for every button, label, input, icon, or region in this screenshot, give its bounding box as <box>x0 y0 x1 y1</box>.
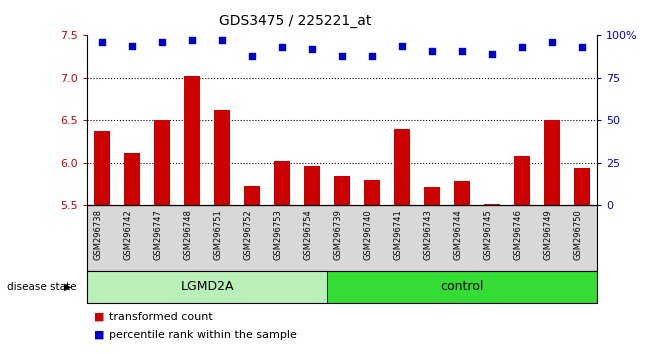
Text: LGMD2A: LGMD2A <box>180 280 234 293</box>
Point <box>397 43 407 48</box>
Point <box>307 46 317 52</box>
Bar <box>124 153 140 205</box>
Text: GSM296750: GSM296750 <box>573 209 582 259</box>
Text: GSM296753: GSM296753 <box>273 209 282 260</box>
Text: GSM296748: GSM296748 <box>183 209 192 260</box>
Bar <box>274 161 291 205</box>
Text: GSM296738: GSM296738 <box>93 209 102 260</box>
Text: GSM296754: GSM296754 <box>303 209 312 259</box>
Bar <box>574 168 590 205</box>
Bar <box>214 110 230 205</box>
Text: GSM296744: GSM296744 <box>453 209 462 259</box>
Point <box>97 39 107 45</box>
Bar <box>334 176 350 205</box>
Text: percentile rank within the sample: percentile rank within the sample <box>109 330 297 339</box>
Text: GSM296749: GSM296749 <box>544 209 552 259</box>
Text: GSM296745: GSM296745 <box>483 209 493 259</box>
Point <box>157 39 168 45</box>
Point <box>337 53 348 59</box>
Bar <box>424 187 440 205</box>
Text: GSM296752: GSM296752 <box>243 209 252 259</box>
Text: control: control <box>441 280 484 293</box>
Text: GSM296746: GSM296746 <box>513 209 522 260</box>
Bar <box>304 166 321 205</box>
Point <box>517 45 527 50</box>
Bar <box>154 120 170 205</box>
Text: GSM296751: GSM296751 <box>213 209 222 259</box>
Text: GSM296741: GSM296741 <box>393 209 402 259</box>
Point <box>187 38 197 43</box>
Bar <box>184 76 201 205</box>
Text: GSM296740: GSM296740 <box>363 209 372 259</box>
Point <box>127 43 138 48</box>
Text: GSM296743: GSM296743 <box>423 209 432 260</box>
Bar <box>514 156 531 205</box>
Text: disease state: disease state <box>7 282 76 292</box>
Text: GSM296747: GSM296747 <box>153 209 162 260</box>
Point <box>277 45 288 50</box>
Point <box>487 51 498 57</box>
Point <box>427 48 437 53</box>
Point <box>247 53 258 59</box>
Text: GDS3475 / 225221_at: GDS3475 / 225221_at <box>219 14 372 28</box>
Bar <box>394 129 411 205</box>
Point <box>547 39 558 45</box>
Point <box>457 48 468 53</box>
Point <box>367 53 378 59</box>
Text: transformed count: transformed count <box>109 312 213 322</box>
Point <box>217 38 227 43</box>
Bar <box>364 180 380 205</box>
Text: GSM296739: GSM296739 <box>333 209 342 260</box>
Bar <box>454 181 470 205</box>
Text: ▶: ▶ <box>64 282 71 292</box>
Text: ■: ■ <box>94 330 105 339</box>
Bar <box>244 186 260 205</box>
Point <box>577 45 588 50</box>
Bar <box>544 120 560 205</box>
Bar <box>94 131 111 205</box>
Text: GSM296742: GSM296742 <box>123 209 132 259</box>
Text: ■: ■ <box>94 312 105 322</box>
